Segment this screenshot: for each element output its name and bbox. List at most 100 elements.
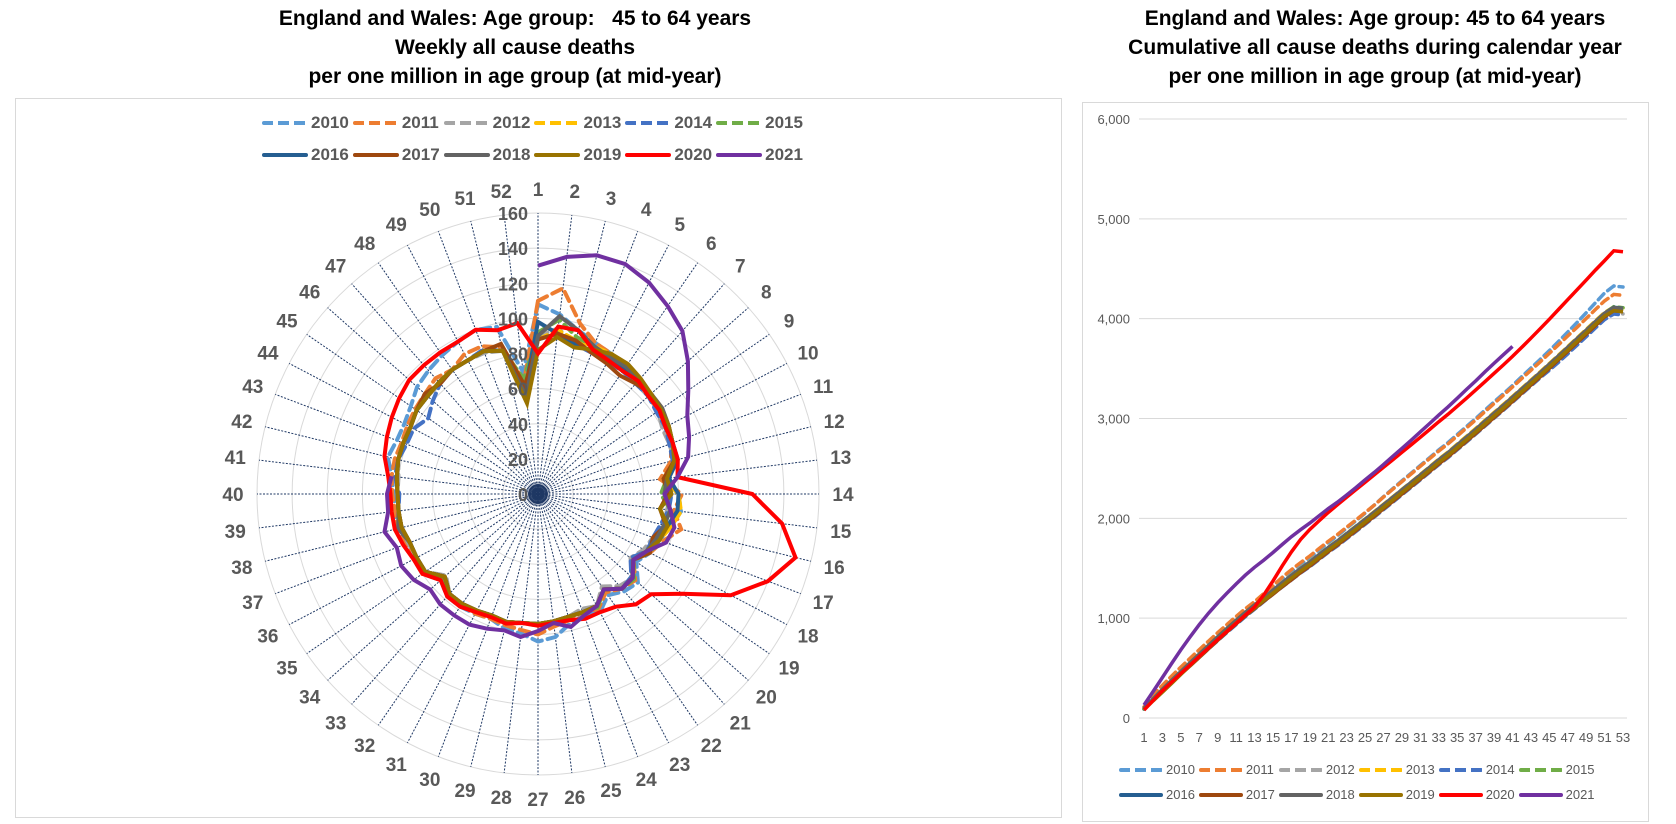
polar-category-label: 32 <box>354 736 375 757</box>
polar-spoke <box>351 493 539 705</box>
legend-label: 2018 <box>1325 787 1355 802</box>
polar-title-line-1: England and Wales: Age group: 45 to 64 y… <box>278 7 752 30</box>
legend-label: 2015 <box>765 113 803 132</box>
line-legend-item-2021: 2021 <box>1518 787 1595 802</box>
line-legend-item-2010: 2010 <box>1119 762 1195 777</box>
y-tick-label: 5,000 <box>1097 212 1130 227</box>
polar-spoke <box>406 244 539 495</box>
polar-legend-item-2014: 2014 <box>625 113 712 133</box>
x-tick-label: 51 <box>1597 730 1611 745</box>
x-tick-label: 41 <box>1505 730 1519 745</box>
polar-category-label: 23 <box>669 755 690 776</box>
polar-legend-item-2019: 2019 <box>534 145 621 165</box>
polar-series-2021 <box>382 253 692 640</box>
polar-spoke <box>537 493 788 626</box>
y-tick-label: 3,000 <box>1097 412 1130 427</box>
polar-spoke <box>537 307 749 495</box>
polar-legend-item-2016: 2016 <box>262 145 349 165</box>
polar-category-label: 16 <box>824 558 845 579</box>
dashed-line-swatch-icon <box>1518 767 1563 772</box>
polar-spoke <box>537 493 749 681</box>
line-legend-item-2018: 2018 <box>1278 787 1355 802</box>
polar-category-label: 18 <box>797 627 818 648</box>
legend-label: 2015 <box>1565 762 1595 777</box>
line-legend-item-2012: 2012 <box>1278 762 1355 777</box>
legend-label: 2020 <box>1485 787 1515 802</box>
polar-category-label: 7 <box>735 257 746 278</box>
x-tick-label: 7 <box>1196 730 1203 745</box>
legend-label: 2017 <box>1245 787 1275 802</box>
polar-legend-item-2017: 2017 <box>352 145 440 165</box>
polar-spoke <box>537 262 699 495</box>
legend-label: 2016 <box>1166 787 1195 802</box>
polar-category-label: 51 <box>454 189 476 210</box>
polar-category-label: 4 <box>641 200 652 221</box>
solid-line-swatch-icon <box>1119 792 1163 797</box>
legend-label: 2012 <box>1325 762 1355 777</box>
legend-label: 2011 <box>1245 762 1274 777</box>
polar-spoke <box>537 231 639 495</box>
line-legend-item-2011: 2011 <box>1198 762 1275 777</box>
x-tick-label: 17 <box>1284 730 1298 745</box>
polar-legend-item-2013: 2013 <box>534 113 621 133</box>
polar-radial-tick-label: 20 <box>508 450 528 470</box>
polar-spoke <box>537 493 606 767</box>
solid-line-swatch-icon <box>1198 792 1243 797</box>
polar-category-label: 29 <box>454 781 475 802</box>
y-tick-label: 0 <box>1123 711 1130 726</box>
polar-category-label: 41 <box>225 448 247 469</box>
solid-line-swatch-icon <box>1358 792 1403 797</box>
dashed-line-swatch-icon <box>534 121 581 125</box>
polar-spoke <box>537 493 770 655</box>
polar-category-label: 50 <box>419 200 440 221</box>
polar-category-label: 17 <box>813 593 834 614</box>
line-legend-item-2020: 2020 <box>1438 787 1515 802</box>
polar-radial-tick-label: 100 <box>498 309 528 329</box>
dashed-line-swatch-icon <box>1358 767 1403 772</box>
polar-category-label: 39 <box>225 522 246 543</box>
x-tick-label: 49 <box>1579 730 1593 745</box>
polar-spoke <box>537 493 699 726</box>
polar-category-label: 33 <box>325 713 346 734</box>
x-tick-label: 15 <box>1266 730 1280 745</box>
dashed-line-swatch-icon <box>1438 767 1483 772</box>
polar-chart-title: England and Wales: Age group: 45 to 64 y… <box>15 4 1015 91</box>
x-tick-label: 39 <box>1487 730 1501 745</box>
line-series-2021 <box>1142 345 1514 706</box>
dashed-line-swatch-icon <box>1119 767 1163 772</box>
polar-legend-item-2015: 2015 <box>716 113 803 133</box>
polar-category-label: 6 <box>706 234 717 255</box>
polar-category-label: 10 <box>797 343 818 364</box>
polar-spoke <box>406 493 539 744</box>
x-tick-label: 19 <box>1303 730 1317 745</box>
legend-label: 2016 <box>311 145 349 164</box>
polar-center-ring <box>534 490 542 498</box>
polar-category-label: 31 <box>386 755 408 776</box>
x-tick-label: 3 <box>1159 730 1166 745</box>
polar-category-label: 37 <box>242 593 263 614</box>
y-tick-label: 4,000 <box>1097 312 1130 327</box>
polar-category-label: 5 <box>674 215 685 236</box>
polar-legend-item-2018: 2018 <box>443 145 530 165</box>
polar-spoke <box>275 393 539 495</box>
polar-category-label: 42 <box>231 412 252 433</box>
line-legend-item-2013: 2013 <box>1358 762 1435 777</box>
polar-spoke <box>537 493 639 757</box>
polar-category-label: 20 <box>756 687 777 708</box>
x-tick-label: 25 <box>1358 730 1372 745</box>
legend-label: 2019 <box>1405 787 1435 802</box>
line-title-line-3: per one million in age group (at mid-yea… <box>1168 65 1582 88</box>
x-tick-label: 5 <box>1177 730 1184 745</box>
dashed-line-swatch-icon <box>262 121 308 125</box>
solid-line-swatch-icon <box>443 153 490 157</box>
polar-title-line-2: Weekly all cause deaths <box>394 36 636 59</box>
solid-line-swatch-icon <box>262 153 308 157</box>
polar-category-label: 30 <box>419 770 440 791</box>
polar-spoke <box>537 493 573 774</box>
polar-spoke <box>265 426 539 495</box>
legend-label: 2017 <box>401 145 440 164</box>
polar-category-label: 27 <box>527 790 548 811</box>
polar-spoke <box>537 244 670 495</box>
x-tick-label: 31 <box>1413 730 1427 745</box>
